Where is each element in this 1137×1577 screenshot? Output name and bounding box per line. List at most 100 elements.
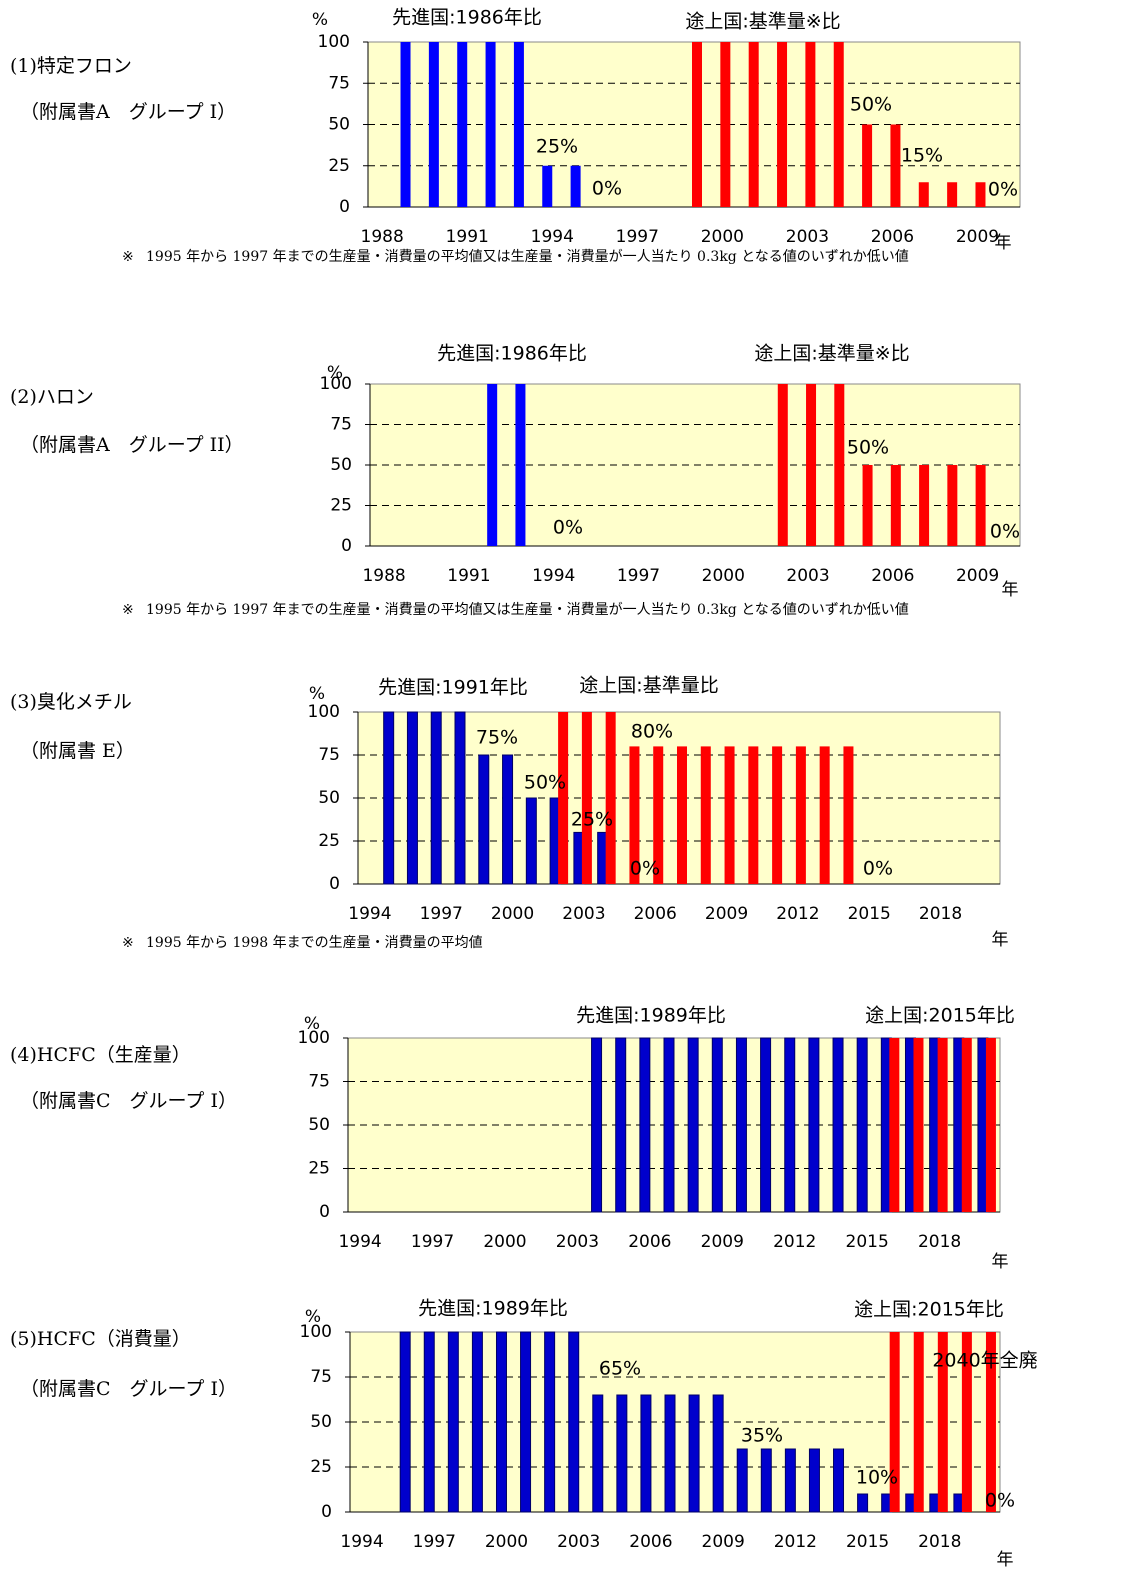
x-tick-label: 2000 — [483, 1232, 526, 1252]
annotation: 先進国:1986年比 — [392, 7, 542, 29]
bar — [502, 754, 514, 885]
bar — [629, 746, 640, 884]
y-axis-label: % — [327, 363, 343, 383]
note: 1995 年から 1997 年までの生産量・消費量の平均値又は生産量・消費量が一… — [146, 249, 909, 265]
bar — [937, 1332, 948, 1512]
section-label: (5)HCFC（消費量） — [10, 1328, 191, 1350]
bar — [485, 42, 496, 207]
x-tick-label: 2015 — [846, 1232, 889, 1252]
section-label: (3)臭化メチル — [10, 691, 132, 713]
x-tick-label: 2009 — [702, 1532, 745, 1552]
bar — [805, 42, 816, 207]
x-axis-label: 年 — [992, 1252, 1009, 1272]
bar — [777, 42, 788, 207]
x-tick-label: 1997 — [420, 904, 463, 924]
bar — [399, 1331, 411, 1513]
x-tick-label: 2000 — [491, 904, 534, 924]
annex-label: （附属書C グループ I） — [20, 1378, 237, 1400]
bar — [525, 797, 537, 885]
annotation: 35% — [741, 1425, 783, 1447]
x-tick-label: 1988 — [362, 566, 405, 586]
x-tick-label: 2018 — [918, 1232, 961, 1252]
x-tick-label: 2003 — [562, 904, 605, 924]
bar — [688, 1394, 700, 1513]
note-mark: ※ — [122, 602, 134, 618]
bar — [748, 42, 759, 207]
x-tick-label: 2012 — [773, 1232, 816, 1252]
section-label: (1)特定フロン — [10, 55, 132, 77]
bar — [430, 711, 442, 885]
bar — [735, 1037, 747, 1213]
y-axis-label: % — [312, 10, 328, 30]
annotation: 2040年全廃 — [932, 1350, 1037, 1372]
bar — [918, 182, 929, 207]
bar — [834, 384, 845, 546]
x-tick-label: 2012 — [774, 1532, 817, 1552]
bar — [724, 746, 735, 884]
y-tick-label: 25 — [318, 831, 340, 851]
bar — [653, 746, 664, 884]
bar — [961, 1038, 972, 1212]
x-tick-label: 2015 — [848, 904, 891, 924]
note-mark: ※ — [122, 935, 134, 951]
x-tick-label: 2015 — [846, 1532, 889, 1552]
annotation: 0% — [592, 178, 622, 200]
bar — [423, 1331, 435, 1513]
x-tick-label: 2012 — [776, 904, 819, 924]
bar — [487, 384, 498, 546]
annotation: 15% — [901, 145, 943, 167]
y-tick-label: 0 — [341, 536, 352, 556]
bar — [947, 182, 958, 207]
x-tick-label: 2000 — [701, 227, 744, 247]
x-tick-label: 1994 — [531, 227, 574, 247]
annotation: 25% — [571, 809, 613, 831]
annotation: 80% — [631, 721, 673, 743]
x-axis-label: 年 — [997, 1550, 1014, 1570]
x-tick-label: 2000 — [702, 566, 745, 586]
x-tick-label: 2003 — [786, 227, 829, 247]
bar — [795, 746, 806, 884]
x-axis-label: 年 — [995, 233, 1012, 253]
y-tick-label: 100 — [298, 1028, 330, 1048]
bar — [720, 42, 731, 207]
x-tick-label: 2006 — [871, 227, 914, 247]
bar — [806, 384, 817, 546]
annotation: 途上国:2015年比 — [865, 1005, 1015, 1027]
bar — [748, 746, 759, 884]
bar — [947, 465, 958, 546]
bar — [711, 1037, 723, 1213]
bar — [457, 42, 468, 207]
bar — [663, 1037, 675, 1213]
y-tick-label: 100 — [318, 32, 350, 52]
bar — [862, 124, 873, 207]
annex-label: （附属書 E） — [20, 740, 135, 762]
x-tick-label: 1994 — [340, 1532, 383, 1552]
annotation: 途上国:2015年比 — [854, 1299, 1004, 1321]
annotation: 0% — [553, 517, 583, 539]
annotation: 途上国:基準量※比 — [685, 11, 840, 33]
bar — [605, 712, 616, 884]
bar — [454, 711, 466, 885]
bar — [784, 1448, 796, 1513]
bar — [890, 465, 901, 546]
bar — [406, 711, 418, 885]
bar — [862, 465, 873, 546]
bar — [558, 712, 569, 884]
annex-label: （附属書A グループ II） — [20, 434, 244, 456]
annotation: 途上国:基準量※比 — [754, 343, 909, 365]
bar — [640, 1394, 652, 1513]
bar — [478, 754, 490, 885]
bar — [760, 1037, 772, 1213]
y-tick-label: 25 — [310, 1457, 332, 1477]
bar — [808, 1448, 820, 1513]
annotation: 65% — [599, 1358, 641, 1380]
annex-label: （附属書A グループ I） — [20, 101, 236, 123]
bar — [568, 1331, 580, 1513]
y-tick-label: 0 — [329, 874, 340, 894]
y-tick-label: 75 — [310, 1367, 332, 1387]
x-tick-label: 2006 — [628, 1232, 671, 1252]
annotation: 先進国:1991年比 — [378, 677, 528, 699]
x-tick-label: 1994 — [348, 904, 391, 924]
bar — [772, 746, 783, 884]
x-axis-label: 年 — [992, 930, 1009, 950]
